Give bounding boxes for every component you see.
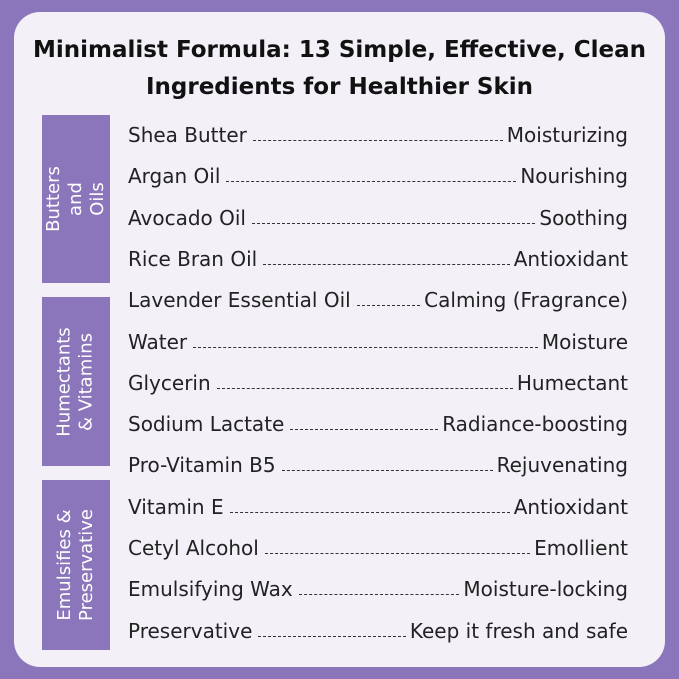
ingredient-benefit: Moisture: [541, 329, 628, 354]
ingredient-benefit: Rejuvenating: [496, 453, 628, 478]
dashed-leader: [252, 140, 503, 141]
ingredient-benefit: Soothing: [539, 205, 628, 230]
ingredient-row: Shea Butter Moisturizing: [128, 117, 628, 147]
dashed-leader: [216, 387, 513, 389]
dashed-leader: [251, 222, 536, 224]
ingredient-name: Vitamin E: [128, 494, 224, 519]
dashed-leader: [193, 346, 538, 348]
ingredient-row: Cetyl Alcohol Emollient: [128, 530, 628, 560]
dashed-leader: [226, 181, 517, 183]
ingredient-name: Avocado Oil: [128, 205, 246, 230]
ingredient-name: Cetyl Alcohol: [128, 536, 259, 560]
ingredient-row: Argan Oil Nourishing: [128, 158, 628, 188]
dashed-leader: [229, 511, 510, 513]
category-label: Humectants & Vitamins: [54, 326, 98, 437]
ingredient-row: Emulsifying Wax Moisture-locking: [128, 571, 628, 601]
card: [14, 12, 665, 667]
ingredient-benefit: Keep it fresh and safe: [409, 618, 628, 643]
ingredient-row: Water Moisture: [128, 324, 628, 354]
ingredient-benefit: Antioxidant: [513, 494, 628, 519]
ingredient-benefit: Nourishing: [520, 164, 628, 189]
ingredient-name: Rice Bran Oil: [128, 246, 258, 271]
category-label: Emulsifies & Preservative: [54, 509, 97, 621]
ingredient-name: Argan Oil: [128, 164, 221, 189]
ingredient-benefit: Humectant: [516, 370, 628, 395]
ingredient-name: Emulsifying Wax: [128, 577, 293, 602]
ingredient-name: Glycerin: [128, 370, 211, 395]
category-butters-oils: Butters and Oils: [42, 115, 110, 283]
ingredient-name: Lavender Essential Oil: [128, 288, 351, 313]
ingredient-row: Rice Bran Oil Antioxidant: [128, 241, 628, 271]
ingredient-name: Preservative: [128, 618, 253, 643]
dashed-leader: [356, 305, 421, 307]
ingredient-benefit: Emollient: [534, 536, 628, 560]
ingredient-row: Vitamin E Antioxidant: [128, 489, 628, 519]
ingredient-name: Shea Butter: [128, 123, 247, 147]
dashed-leader: [298, 594, 460, 596]
ingredient-row: Glycerin Humectant: [128, 365, 628, 395]
ingredient-row: Avocado Oil Soothing: [128, 200, 628, 230]
ingredient-name: Pro-Vitamin B5: [128, 453, 276, 478]
ingredient-benefit: Radiance-boosting: [442, 412, 628, 437]
ingredient-row: Pro-Vitamin B5 Rejuvenating: [128, 447, 628, 477]
ingredient-benefit: Calming (Fragrance): [424, 288, 628, 313]
ingredient-benefit: Antioxidant: [513, 246, 628, 271]
dashed-leader: [290, 429, 439, 431]
ingredient-row: Sodium Lactate Radiance-boosting: [128, 406, 628, 436]
ingredient-name: Sodium Lactate: [128, 412, 285, 437]
dashed-leader: [281, 470, 493, 472]
dashed-leader: [258, 635, 406, 637]
page-title: Minimalist Formula: 13 Simple, Effective…: [32, 37, 646, 100]
category-humectants-vitamins: Humectants & Vitamins: [42, 297, 110, 466]
dashed-leader: [264, 553, 531, 554]
ingredient-benefit: Moisturizing: [506, 123, 628, 147]
ingredient-row: Preservative Keep it fresh and safe: [128, 613, 628, 643]
dashed-leader: [263, 263, 510, 265]
ingredient-row: Lavender Essential Oil Calming (Fragrance…: [128, 282, 628, 312]
category-emulsifiers-preservative: Emulsifies & Preservative: [42, 480, 110, 650]
category-label: Butters and Oils: [43, 166, 108, 232]
ingredient-name: Water: [128, 329, 188, 354]
ingredient-benefit: Moisture-locking: [463, 577, 628, 602]
